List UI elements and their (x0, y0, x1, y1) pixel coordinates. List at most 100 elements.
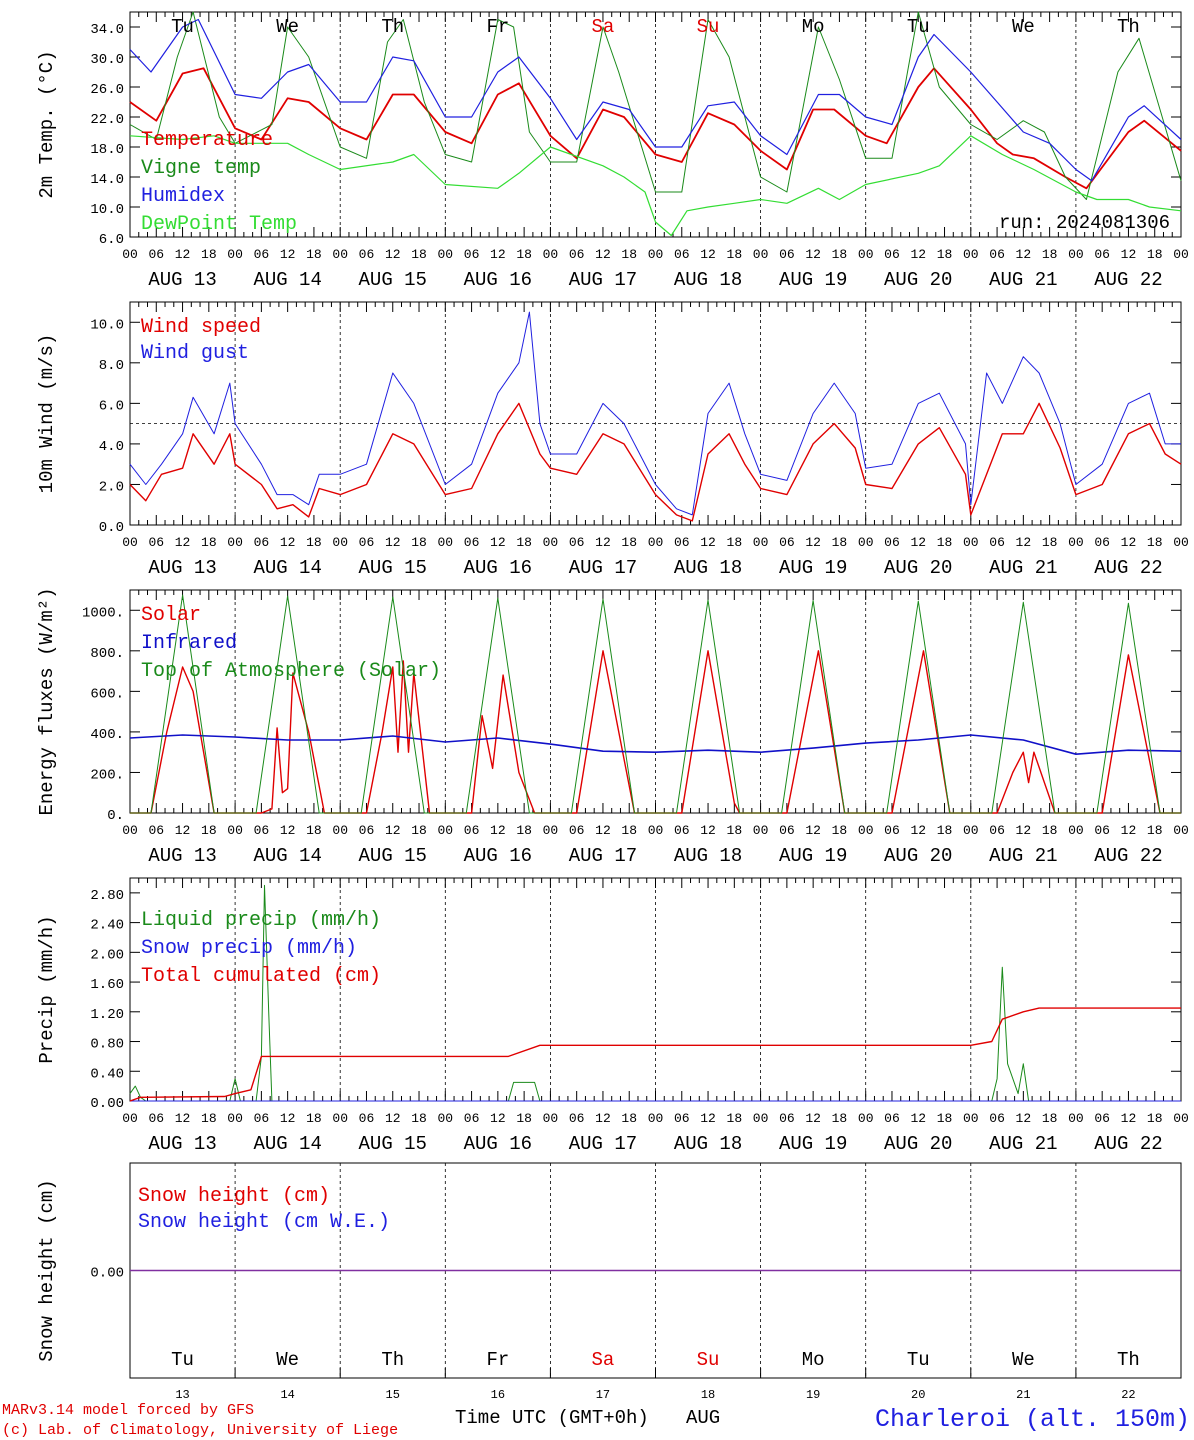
hour-label: 18 (1042, 1111, 1058, 1126)
date-label: AUG 20 (884, 1133, 952, 1155)
legend-entry: Snow height (cm) (138, 1185, 330, 1208)
hour-label: 12 (175, 1111, 191, 1126)
panel-snow: 0.00 Snow height (cm) Snow height (cm) Snow… (36, 1162, 1182, 1402)
day-number-label: 16 (491, 1388, 505, 1402)
hour-label: 12 (385, 247, 401, 262)
hour-label: 00 (753, 1111, 769, 1126)
hour-label: 06 (674, 247, 690, 262)
hour-label: 18 (1147, 823, 1163, 838)
hour-label: 06 (1094, 823, 1110, 838)
hour-label: 18 (937, 823, 953, 838)
hour-label: 06 (989, 1111, 1005, 1126)
hour-label: 18 (832, 1111, 848, 1126)
hour-label: 12 (595, 535, 611, 550)
hour-label: 12 (805, 1111, 821, 1126)
date-label: AUG 21 (989, 269, 1057, 291)
hour-label: 12 (175, 535, 191, 550)
day-name-label: Th (381, 1349, 404, 1371)
hour-label: 00 (543, 823, 559, 838)
legend-entry: Solar (141, 604, 201, 627)
time-axis-label: Time UTC (GMT+0h) (455, 1407, 649, 1429)
legend-entry: Infrared (141, 632, 237, 655)
y-tick-label: 30.0 (90, 52, 124, 68)
day-name-label: We (1012, 1349, 1035, 1371)
hour-label: 12 (910, 247, 926, 262)
date-label: AUG 15 (359, 845, 427, 867)
series-line (129, 18, 1182, 182)
series-line (130, 594, 1181, 814)
hour-label: 00 (858, 535, 874, 550)
hour-label: 18 (727, 1111, 743, 1126)
y-tick-label: 2.0 (99, 479, 124, 495)
hour-label: 06 (148, 535, 164, 550)
hour-label: 12 (910, 1111, 926, 1126)
hour-label: 12 (910, 823, 926, 838)
series-line (129, 1007, 1181, 1102)
date-label: AUG 18 (674, 845, 742, 867)
hour-label: 18 (621, 535, 637, 550)
day-name-label: We (276, 1349, 299, 1371)
hour-label: 18 (306, 1111, 322, 1126)
day-name-label: Sa (592, 16, 615, 38)
hour-label: 00 (753, 823, 769, 838)
hour-label: 06 (1094, 535, 1110, 550)
hour-label: 06 (569, 535, 585, 550)
month-label: AUG (686, 1407, 720, 1429)
y-tick-label: 0.0 (99, 520, 124, 536)
hour-label: 12 (1016, 247, 1032, 262)
hour-label: 06 (779, 535, 795, 550)
date-label: AUG 13 (148, 269, 216, 291)
day-name-label: Mo (802, 1349, 825, 1371)
hour-label: 12 (385, 823, 401, 838)
day-name-label: We (1012, 16, 1035, 38)
hour-label: 18 (1042, 247, 1058, 262)
plot-frame (129, 301, 1182, 526)
hour-label: 18 (937, 535, 953, 550)
y-axis-label: Precip (mm/h) (36, 915, 58, 1063)
hour-label: 12 (490, 535, 506, 550)
day-number-label: 20 (911, 1388, 925, 1402)
hour-label: 06 (989, 247, 1005, 262)
hour-label: 00 (227, 535, 243, 550)
panel-energy: 0. 200. 400. 600. 800. 1000. Energy fluxes (W/… (36, 587, 1189, 867)
hour-label: 12 (700, 247, 716, 262)
hour-label: 18 (621, 1111, 637, 1126)
hour-label: 00 (227, 1111, 243, 1126)
hour-label: 18 (516, 247, 532, 262)
day-number-label: 22 (1121, 1388, 1135, 1402)
hour-label: 00 (437, 535, 453, 550)
y-axis-label: Energy fluxes (W/m²) (36, 587, 58, 815)
legend-entry: Top of Atmosphere (Solar) (141, 660, 441, 683)
hour-label: 18 (411, 247, 427, 262)
hour-label: 18 (201, 1111, 217, 1126)
date-label: AUG 20 (884, 557, 952, 579)
hour-label: 12 (280, 823, 296, 838)
hour-label: 18 (1042, 823, 1058, 838)
date-label: AUG 19 (779, 557, 847, 579)
legend-entry: Liquid precip (mm/h) (141, 909, 381, 932)
day-name-label: Tu (907, 1349, 930, 1371)
hour-label: 18 (306, 247, 322, 262)
y-tick-label: 8.0 (99, 358, 124, 374)
y-axis-label: 10m Wind (m/s) (36, 334, 58, 494)
hour-label: 18 (411, 1111, 427, 1126)
date-label: AUG 13 (148, 1133, 216, 1155)
hour-label: 06 (779, 247, 795, 262)
hour-label: 18 (201, 247, 217, 262)
day-name-label: We (276, 16, 299, 38)
day-name-label: Tu (171, 16, 194, 38)
chart-panels: 6.0 10.0 14.0 18.0 22.0 26.0 30.0 34.0 2m Temp. … (36, 11, 1189, 1402)
hour-label: 00 (122, 1111, 138, 1126)
hour-label: 06 (779, 1111, 795, 1126)
day-name-label: Su (697, 1349, 720, 1371)
date-label: AUG 21 (989, 557, 1057, 579)
day-number-label: 18 (701, 1388, 715, 1402)
legend-entry: Vigne temp (141, 157, 261, 180)
hour-label: 06 (148, 823, 164, 838)
hour-label: 06 (674, 535, 690, 550)
legend-entry: Humidex (141, 185, 225, 208)
hour-label: 12 (700, 823, 716, 838)
hour-label: 18 (306, 823, 322, 838)
hour-label: 18 (621, 823, 637, 838)
y-tick-label: 10.0 (90, 202, 124, 218)
